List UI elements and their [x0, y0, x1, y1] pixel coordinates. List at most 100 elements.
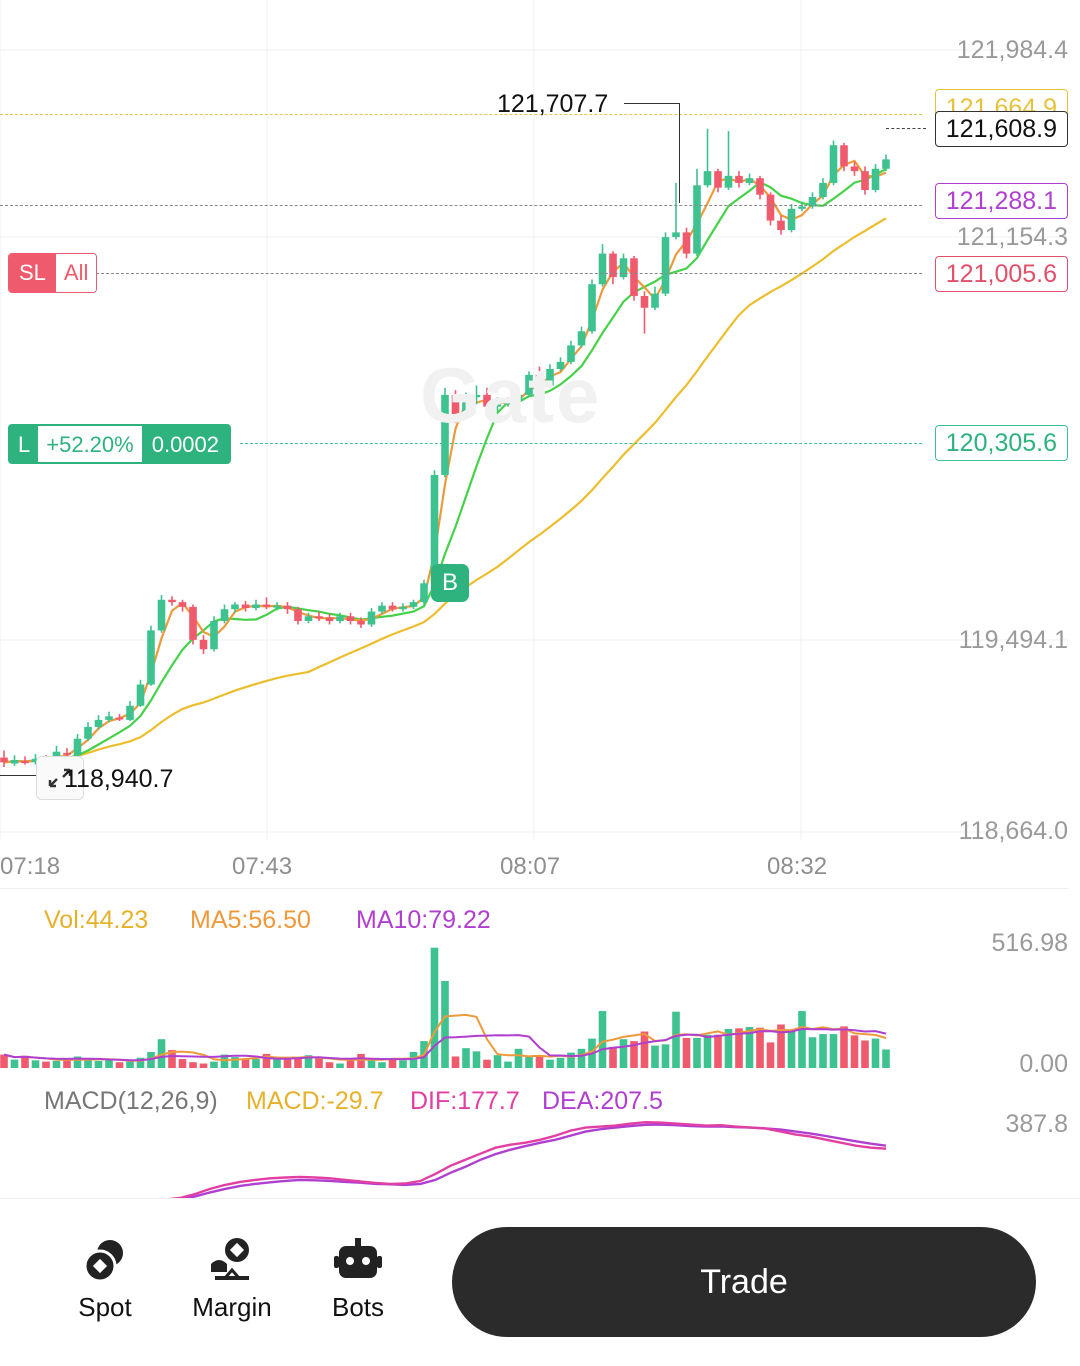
candle-body — [388, 605, 397, 610]
watermark: Gate — [420, 351, 602, 439]
candle-body — [304, 616, 313, 621]
bots-nav-item[interactable]: Bots — [303, 1234, 413, 1323]
volume-bar — [441, 980, 449, 1068]
low-price-annotation: 118,940.7 — [64, 765, 174, 793]
alert-price-line — [0, 114, 922, 115]
sl-label: SL — [9, 254, 56, 292]
ma-mid-line — [3, 168, 887, 764]
stop-loss-price-tag[interactable]: 121,005.6 — [934, 256, 1068, 292]
candle-body — [147, 630, 155, 685]
candle-body — [840, 145, 848, 167]
volume-bar — [378, 1062, 386, 1068]
volume-bar — [315, 1058, 323, 1068]
candle-body — [367, 611, 376, 625]
macd-value-label: MACD:-29.7 — [246, 1087, 384, 1115]
time-label-2: 07:43 — [232, 853, 293, 880]
position-badge[interactable]: L +52.20% 0.0002 — [8, 424, 232, 464]
spot-nav-item[interactable]: Spot — [50, 1234, 160, 1323]
position-side: L — [18, 432, 31, 457]
volume-bar — [462, 1048, 470, 1068]
candle-body — [157, 599, 166, 631]
reset-zoom-button[interactable] — [36, 756, 84, 800]
candle-body — [588, 284, 596, 332]
volume-bar — [31, 1060, 40, 1068]
volume-bar — [252, 1059, 260, 1068]
volume-bar — [357, 1053, 365, 1068]
candle-body — [577, 331, 586, 346]
volume-bar — [10, 1059, 19, 1068]
trade-button[interactable]: Trade — [452, 1227, 1036, 1337]
volume-bar — [661, 1044, 670, 1068]
volume-bar — [178, 1059, 187, 1068]
volume-bar — [241, 1058, 250, 1068]
volume-bar — [336, 1063, 344, 1068]
margin-nav-item[interactable]: Margin — [177, 1234, 287, 1323]
entry-price-tag[interactable]: 120,305.6 — [934, 425, 1068, 461]
bots-label: Bots — [331, 1292, 385, 1322]
margin-label: Margin — [192, 1292, 272, 1322]
candle-body — [630, 258, 638, 296]
volume-bar — [756, 1027, 764, 1068]
candle-body — [483, 394, 491, 407]
macd-chart-svg — [149, 1120, 887, 1200]
price-axis-label-2: 121,154.3 — [956, 223, 1068, 251]
purple-price-tag[interactable]: 121,288.1 — [934, 183, 1068, 219]
buy-marker[interactable]: B — [431, 564, 469, 602]
volume-bar — [136, 1057, 145, 1068]
time-label-4: 08:32 — [767, 853, 828, 880]
candle-body — [315, 616, 323, 619]
volume-bar — [262, 1053, 271, 1068]
volume-bar — [630, 1041, 638, 1068]
macd-title: MACD(12,26,9) — [44, 1087, 218, 1115]
trade-button-label: Trade — [700, 1262, 788, 1301]
volume-bar — [189, 1062, 197, 1068]
candle-body — [535, 374, 544, 386]
price-chart-svg — [0, 0, 1068, 840]
candle-body — [189, 606, 197, 640]
candle-body — [0, 757, 8, 763]
candle-body — [567, 345, 575, 362]
candle-body — [136, 684, 145, 706]
volume-bar — [714, 1034, 722, 1068]
volume-bar — [640, 1031, 649, 1068]
candle-body — [105, 716, 113, 720]
time-label-3: 08:07 — [500, 853, 561, 880]
candle-body — [871, 168, 880, 190]
volume-bar — [0, 1054, 8, 1068]
position-pnl: +52.20% — [38, 426, 142, 462]
margin-scale-icon — [211, 1238, 249, 1280]
volume-bar — [882, 1049, 890, 1068]
volume-bar — [325, 1062, 334, 1068]
volume-bar — [483, 1059, 491, 1068]
high-annotation-tick — [679, 103, 680, 203]
volume-bar — [672, 1011, 680, 1068]
candle-body — [714, 171, 722, 188]
candle-body — [325, 617, 334, 621]
volume-bar — [787, 1029, 796, 1068]
volume-bar — [693, 1037, 701, 1068]
volume-ma5-label: MA5:56.50 — [190, 906, 311, 934]
candle-body — [399, 606, 407, 610]
main-chart[interactable] — [0, 0, 1080, 845]
volume-bar — [210, 1061, 218, 1068]
candle-body — [756, 178, 764, 195]
candle-body — [346, 616, 355, 621]
volume-bar — [231, 1057, 239, 1068]
volume-bar — [84, 1059, 92, 1068]
volume-chart-svg — [0, 947, 890, 1068]
stop-loss-badge[interactable]: SL All — [8, 253, 98, 293]
candle-body — [661, 237, 670, 294]
volume-bar — [546, 1059, 554, 1068]
volume-bar — [861, 1040, 869, 1068]
volume-bar — [388, 1058, 397, 1068]
volume-bar — [346, 1059, 355, 1068]
volume-bar — [367, 1059, 376, 1068]
candle-body — [493, 404, 502, 407]
candle-body — [861, 171, 869, 190]
volume-bar — [115, 1062, 124, 1068]
candle-body — [819, 182, 827, 198]
volume-bar — [126, 1061, 134, 1068]
volume-bar — [430, 947, 439, 1068]
low-annotation-leader — [0, 775, 36, 776]
price-axis-label-top: 121,984.4 — [956, 36, 1068, 64]
